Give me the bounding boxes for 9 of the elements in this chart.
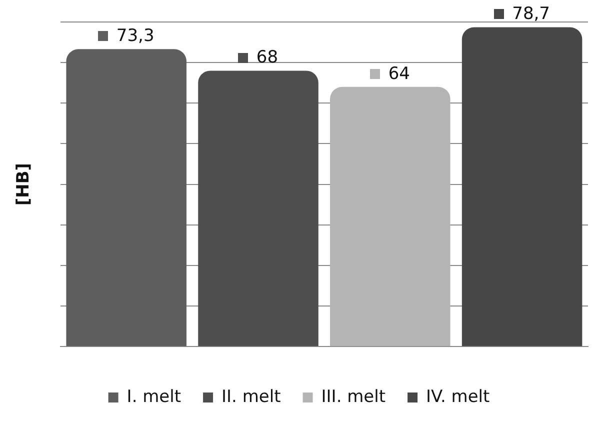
legend-label: I. melt: [126, 386, 182, 407]
y-axis-title: [HB]: [14, 162, 34, 206]
data-label: 78,7: [512, 4, 550, 24]
legend-label: II. melt: [222, 386, 282, 407]
data-label: 64: [388, 64, 410, 84]
data-label: 73,3: [116, 26, 154, 46]
data-label: 68: [256, 48, 278, 68]
legend-label: III. melt: [321, 386, 386, 407]
legend-label: IV. melt: [426, 386, 490, 407]
